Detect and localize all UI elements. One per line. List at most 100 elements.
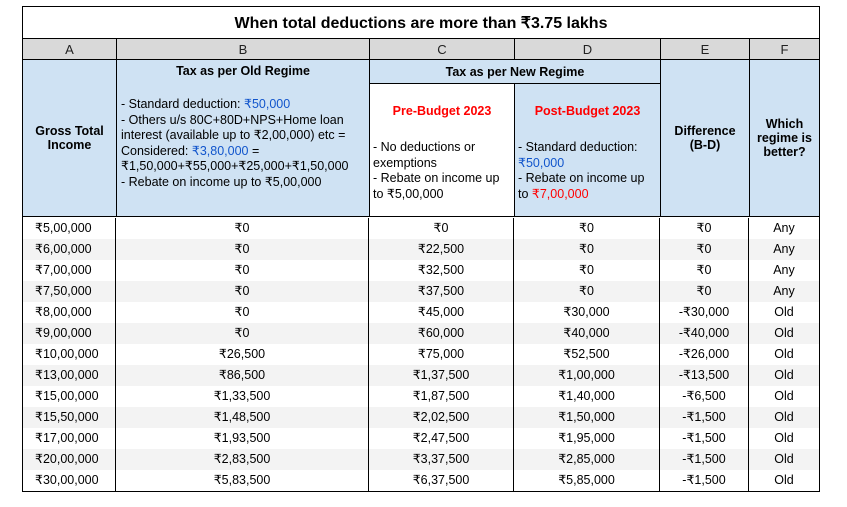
- gross-income-cell[interactable]: ₹30,00,000: [23, 470, 116, 491]
- header-pre-budget[interactable]: Pre-Budget 2023 - No deductions or exemp…: [370, 84, 515, 217]
- difference-cell[interactable]: -₹13,500: [660, 365, 749, 386]
- pre-budget-tax-cell[interactable]: ₹37,500: [369, 281, 514, 302]
- old-regime-tax-cell[interactable]: ₹1,93,500: [116, 428, 369, 449]
- pre-budget-tax-cell[interactable]: ₹2,02,500: [369, 407, 514, 428]
- old-regime-tax-cell[interactable]: ₹0: [116, 260, 369, 281]
- better-regime-cell[interactable]: Old: [774, 431, 794, 445]
- column-header-f[interactable]: F: [750, 39, 819, 60]
- old-regime-tax-cell[interactable]: ₹26,500: [116, 344, 369, 365]
- post-budget-tax-cell[interactable]: ₹52,500: [514, 344, 660, 365]
- gross-income-cell[interactable]: ₹8,00,000: [23, 302, 116, 323]
- gross-income-cell[interactable]: ₹13,00,000: [23, 365, 116, 386]
- old-regime-tax-cell[interactable]: ₹86,500: [116, 365, 369, 386]
- pre-budget-tax-cell[interactable]: ₹1,87,500: [369, 386, 514, 407]
- better-regime-cell[interactable]: Any: [773, 221, 795, 235]
- old-regime-tax-cell[interactable]: ₹0: [116, 302, 369, 323]
- column-header-c[interactable]: C: [370, 39, 515, 60]
- difference-cell[interactable]: ₹0: [660, 281, 749, 302]
- difference-cell[interactable]: ₹0: [660, 260, 749, 281]
- post-budget-tax-cell[interactable]: ₹0: [514, 239, 660, 260]
- header-difference[interactable]: Difference (B-D): [661, 60, 750, 217]
- old-regime-tax-cell[interactable]: ₹5,83,500: [116, 470, 369, 491]
- header-new-regime[interactable]: Tax as per New Regime: [370, 60, 661, 84]
- better-regime-cell[interactable]: Any: [773, 284, 795, 298]
- post-budget-tax-cell[interactable]: ₹0: [514, 281, 660, 302]
- pre-budget-tax-cell[interactable]: ₹1,37,500: [369, 365, 514, 386]
- old-regime-tax-cell[interactable]: ₹1,48,500: [116, 407, 369, 428]
- post-budget-tax-cell[interactable]: ₹1,40,000: [514, 386, 660, 407]
- header-old-regime-label: Tax as per Old Regime: [176, 64, 310, 78]
- header-which-regime[interactable]: Which regime is better?: [750, 60, 819, 217]
- table-row: ₹15,00,000 ₹1,33,500 ₹1,87,500 ₹1,40,000 -₹6…: [23, 386, 819, 407]
- pre-budget-label: Pre-Budget 2023: [392, 104, 492, 118]
- old-regime-tax-cell[interactable]: ₹0: [116, 281, 369, 302]
- pre-budget-tax-cell[interactable]: ₹2,47,500: [369, 428, 514, 449]
- difference-cell[interactable]: -₹6,500: [660, 386, 749, 407]
- old-regime-tax-cell[interactable]: ₹1,33,500: [116, 386, 369, 407]
- gross-income-cell[interactable]: ₹9,00,000: [23, 323, 116, 344]
- post-budget-tax-cell[interactable]: ₹1,50,000: [514, 407, 660, 428]
- better-regime-cell[interactable]: Any: [773, 263, 795, 277]
- pre-budget-tax-cell[interactable]: ₹0: [369, 218, 514, 239]
- better-regime-cell[interactable]: Old: [774, 452, 794, 466]
- pre-budget-tax-cell[interactable]: ₹6,37,500: [369, 470, 514, 491]
- gross-income-cell[interactable]: ₹7,50,000: [23, 281, 116, 302]
- better-regime-cell[interactable]: Old: [774, 389, 794, 403]
- old-regime-tax-cell[interactable]: ₹2,83,500: [116, 449, 369, 470]
- gross-income-cell[interactable]: ₹15,50,000: [23, 407, 116, 428]
- post-budget-tax-cell[interactable]: ₹40,000: [514, 323, 660, 344]
- difference-cell[interactable]: -₹40,000: [660, 323, 749, 344]
- post-budget-tax-cell[interactable]: ₹30,000: [514, 302, 660, 323]
- header-gross-income[interactable]: Gross Total Income: [23, 60, 117, 217]
- post-budget-note-3: - Rebate on income up to: [518, 171, 645, 201]
- post-budget-tax-cell[interactable]: ₹1,95,000: [514, 428, 660, 449]
- column-header-b[interactable]: B: [117, 39, 370, 60]
- difference-cell[interactable]: -₹30,000: [660, 302, 749, 323]
- gross-income-cell[interactable]: ₹15,00,000: [23, 386, 116, 407]
- gross-income-cell[interactable]: ₹10,00,000: [23, 344, 116, 365]
- better-regime-cell[interactable]: Old: [774, 473, 794, 487]
- post-budget-tax-cell[interactable]: ₹0: [514, 260, 660, 281]
- post-budget-tax-cell[interactable]: ₹5,85,000: [514, 470, 660, 491]
- post-budget-notes: - Standard deduction: ₹50,000 - Rebate o…: [518, 140, 658, 202]
- pre-budget-tax-cell[interactable]: ₹3,37,500: [369, 449, 514, 470]
- header-post-budget[interactable]: Post-Budget 2023 - Standard deduction: ₹…: [515, 84, 661, 217]
- old-regime-tax-cell[interactable]: ₹0: [116, 323, 369, 344]
- pre-budget-tax-cell[interactable]: ₹45,000: [369, 302, 514, 323]
- gross-income-cell[interactable]: ₹7,00,000: [23, 260, 116, 281]
- post-budget-tax-cell[interactable]: ₹2,85,000: [514, 449, 660, 470]
- column-header-d[interactable]: D: [515, 39, 661, 60]
- post-budget-tax-cell[interactable]: ₹1,00,000: [514, 365, 660, 386]
- better-regime-cell[interactable]: Old: [774, 368, 794, 382]
- column-header-a[interactable]: A: [23, 39, 117, 60]
- post-budget-tax-cell[interactable]: ₹0: [514, 218, 660, 239]
- better-regime-cell[interactable]: Old: [774, 410, 794, 424]
- pre-budget-tax-cell[interactable]: ₹32,500: [369, 260, 514, 281]
- gross-income-cell[interactable]: ₹6,00,000: [23, 239, 116, 260]
- pre-budget-tax-cell[interactable]: ₹75,000: [369, 344, 514, 365]
- gross-income-cell[interactable]: ₹17,00,000: [23, 428, 116, 449]
- header-old-regime[interactable]: Tax as per Old Regime - Standard deducti…: [117, 60, 370, 217]
- difference-cell[interactable]: -₹1,500: [660, 470, 749, 491]
- difference-cell[interactable]: ₹0: [660, 239, 749, 260]
- header-gross-income-label: Gross Total Income: [35, 124, 104, 152]
- difference-cell[interactable]: -₹26,000: [660, 344, 749, 365]
- gross-income-cell[interactable]: ₹5,00,000: [23, 218, 116, 239]
- pre-budget-tax-cell[interactable]: ₹22,500: [369, 239, 514, 260]
- old-regime-tax-cell[interactable]: ₹0: [116, 218, 369, 239]
- column-header-e[interactable]: E: [661, 39, 750, 60]
- difference-cell[interactable]: ₹0: [660, 218, 749, 239]
- old-regime-tax-cell[interactable]: ₹0: [116, 239, 369, 260]
- gross-income-cell[interactable]: ₹20,00,000: [23, 449, 116, 470]
- difference-cell[interactable]: -₹1,500: [660, 449, 749, 470]
- post-budget-note-1: - Standard deduction:: [518, 140, 638, 154]
- difference-cell[interactable]: -₹1,500: [660, 428, 749, 449]
- difference-cell[interactable]: -₹1,500: [660, 407, 749, 428]
- better-regime-cell[interactable]: Old: [774, 347, 794, 361]
- old-regime-notes: - Standard deduction: ₹50,000 - Others u…: [121, 97, 365, 190]
- better-regime-cell[interactable]: Old: [774, 326, 794, 340]
- old-regime-considered-value: ₹3,80,000: [191, 143, 249, 158]
- pre-budget-tax-cell[interactable]: ₹60,000: [369, 323, 514, 344]
- better-regime-cell[interactable]: Old: [774, 305, 794, 319]
- better-regime-cell[interactable]: Any: [773, 242, 795, 256]
